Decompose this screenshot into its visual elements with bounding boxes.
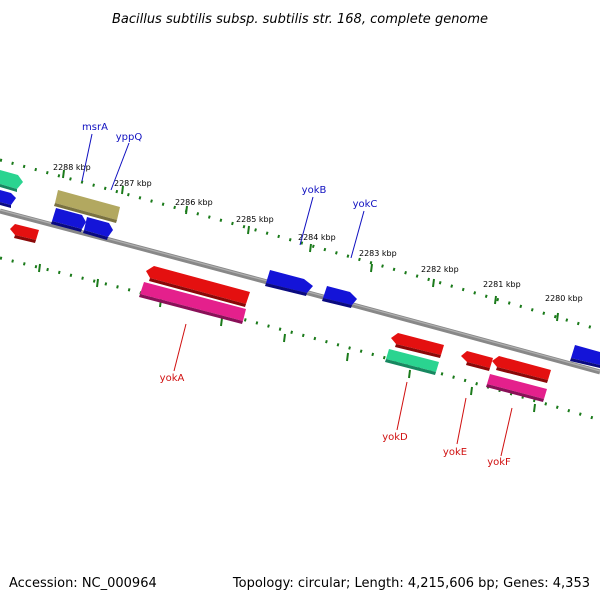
leader-line-yoke [456,397,467,445]
scale-tick [309,243,312,253]
genome-summary-text: Topology: circular; Length: 4,215,606 bp… [232,576,590,591]
gene-feature-yoka-pink[interactable] [139,282,246,324]
gene-feature-yokf-pink[interactable] [486,374,547,402]
gene-feature-yokf-red[interactable] [492,356,551,383]
leader-line-yoka [173,323,187,372]
inner-scale-tick [220,317,223,327]
inner-scale-tick [38,263,41,273]
gene-feature-yppq-1[interactable] [51,208,86,232]
scale-tick [185,205,188,215]
inner-scale-tick [533,403,536,413]
scale-tick-label: 2284 kbp [298,233,336,242]
gene-feature-yokb[interactable] [265,270,313,296]
scale-tick-label: 2287 kbp [114,179,152,188]
gene-feature-blue-left[interactable] [0,190,16,208]
leader-line-yokc [350,210,365,259]
gene-label-yokb[interactable]: yokB [302,185,327,196]
inner-scale-tick [96,278,99,288]
scale-tick-label: 2280 kbp [545,294,583,303]
gene-feature-blue-right[interactable] [570,345,600,368]
scale-tick [121,185,124,195]
map-title: Bacillus subtilis subsp. subtilis str. 1… [112,12,488,27]
scale-tick-label: 2283 kbp [359,249,397,258]
gene-feature-msra[interactable] [54,190,120,223]
gene-feature-yokc[interactable] [322,286,357,308]
gene-label-yokc[interactable]: yokC [353,199,378,210]
scale-tick-label: 2282 kbp [421,265,459,274]
leader-line-yokf [500,407,513,457]
inner-scale-tick [470,386,473,396]
scale-tick-label: 2288 kbp [53,163,91,172]
gene-label-yoke[interactable]: yokE [443,447,467,458]
gene-feature-yokd-red[interactable] [391,333,444,358]
leader-line-msra [81,133,93,182]
leader-line-yokd [396,381,408,431]
scale-tick-label: 2285 kbp [236,215,274,224]
scale-tick [247,225,250,235]
gene-label-yoka[interactable]: yokA [160,373,185,384]
scale-tick [370,263,373,273]
scale-tick [62,169,65,179]
gene-feature-yoka-red[interactable] [146,266,250,307]
gene-label-yppq[interactable]: yppQ [116,132,143,143]
gene-feature-green-left[interactable] [0,170,23,192]
inner-scale-tick [346,352,349,362]
scale-tick [494,295,497,305]
gene-feature-yokd-green[interactable] [385,349,439,375]
leader-line-yppq [110,142,130,191]
scale-tick-label: 2281 kbp [483,280,521,289]
tick-labels: 2288 kbp 2287 kbp 2286 kbp 2285 kbp 2284 kbp… [53,163,583,303]
gene-feature-yppq-2[interactable] [83,217,113,240]
inner-scale-tick [408,369,411,379]
accession-text: Accession: NC_000964 [9,576,157,591]
gene-feature-yoke[interactable] [461,351,493,371]
gene-feature-red-left[interactable] [10,224,39,243]
leader-line-yokb [299,196,314,246]
inner-scale-tick [283,333,286,343]
gene-label-msra[interactable]: msrA [82,122,108,133]
scale-tick [556,312,559,322]
gene-label-yokf[interactable]: yokF [487,457,511,468]
scale-tick [432,278,435,288]
scale-tick-label: 2286 kbp [175,198,213,207]
gene-label-yokd[interactable]: yokD [382,432,408,443]
